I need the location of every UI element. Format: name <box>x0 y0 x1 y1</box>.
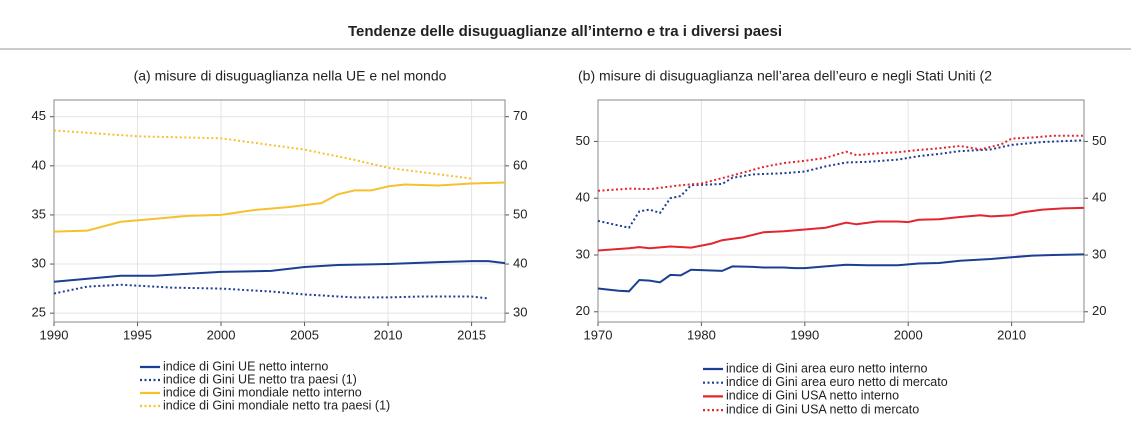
x-tick-label: 2000 <box>894 327 923 342</box>
y2-tick-label: 30 <box>513 305 527 320</box>
y2-tick-label: 40 <box>1092 190 1106 205</box>
y-tick-label: 40 <box>32 157 46 172</box>
x-tick-label: 2000 <box>207 327 236 342</box>
plot-frame <box>53 99 506 323</box>
y2-tick-label: 60 <box>513 157 527 172</box>
y-tick-label: 25 <box>32 305 46 320</box>
series-line <box>597 253 1085 293</box>
y2-tick-label: 30 <box>1092 246 1106 261</box>
x-tick-label: 1980 <box>687 327 716 342</box>
y2-tick-label: 70 <box>513 108 527 123</box>
legend-label: indice di Gini USA netto interno <box>726 389 899 403</box>
legend-label: indice di Gini UE netto tra paesi (1) <box>163 372 357 386</box>
y2-tick-label: 50 <box>513 206 527 221</box>
series-line <box>53 260 506 283</box>
x-tick-label: 1995 <box>123 327 152 342</box>
y2-tick-label: 40 <box>513 255 527 270</box>
y-tick-label: 45 <box>32 108 46 123</box>
series-line <box>53 129 472 180</box>
x-tick-label: 2015 <box>457 327 486 342</box>
y2-tick-label: 20 <box>1092 303 1106 318</box>
x-tick-label: 2010 <box>374 327 403 342</box>
y-tick-label: 20 <box>576 303 590 318</box>
series-line <box>53 283 489 300</box>
series-line <box>53 181 506 233</box>
x-tick-label: 1990 <box>40 327 69 342</box>
legend-label: indice di Gini area euro netto interno <box>726 361 928 375</box>
x-tick-label: 1970 <box>584 327 613 342</box>
series-line <box>597 206 1085 252</box>
y2-tick-label: 50 <box>1092 133 1106 148</box>
series-line <box>597 139 1085 229</box>
y-tick-label: 30 <box>32 255 46 270</box>
page-title: Tendenze delle disuguaglianze all’intern… <box>348 23 782 40</box>
legend-label: indice di Gini mondiale netto tra paesi … <box>163 398 390 412</box>
plot-frame <box>597 99 1085 323</box>
y-tick-label: 50 <box>576 133 590 148</box>
chart-title: (a) misure di disuguaglianza nella UE e … <box>134 68 447 84</box>
x-tick-label: 1990 <box>790 327 819 342</box>
legend-label: indice di Gini USA netto di mercato <box>726 402 919 416</box>
legend-label: indice di Gini UE netto interno <box>163 359 328 373</box>
x-tick-label: 2005 <box>290 327 319 342</box>
chart-title: (b) misure di disuguaglianza nell’area d… <box>578 68 992 84</box>
y-tick-label: 30 <box>576 246 590 261</box>
x-tick-label: 2010 <box>997 327 1026 342</box>
series-line <box>597 134 1084 192</box>
legend-label: indice di Gini area euro netto di mercat… <box>726 375 948 389</box>
legend-label: indice di Gini mondiale netto interno <box>163 385 362 399</box>
y-tick-label: 40 <box>576 190 590 205</box>
y-tick-label: 35 <box>32 206 46 221</box>
